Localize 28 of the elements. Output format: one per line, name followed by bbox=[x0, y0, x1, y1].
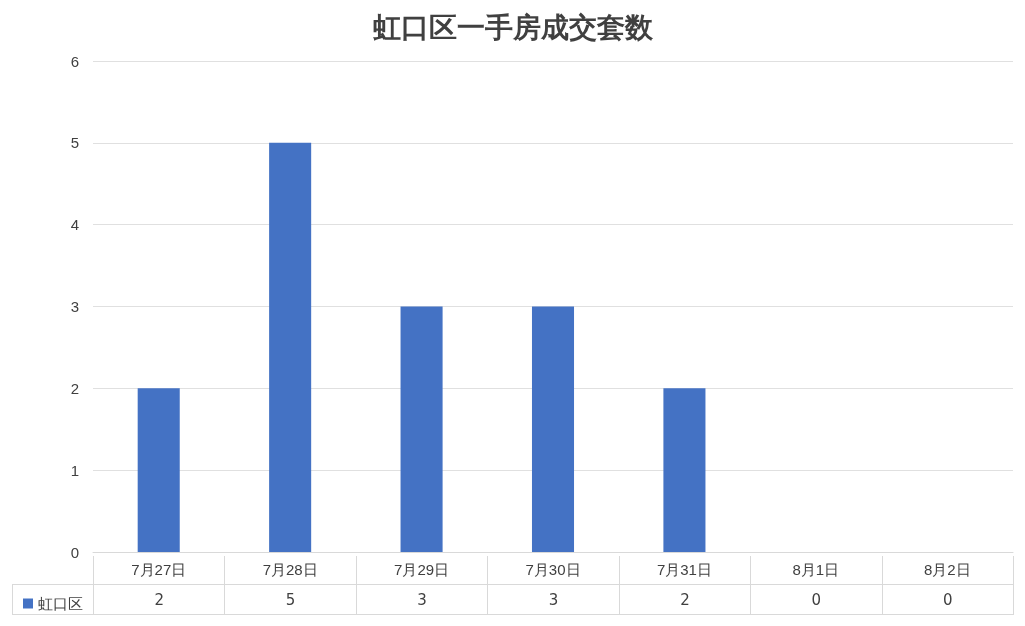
bar bbox=[663, 388, 706, 552]
y-tick-label: 0 bbox=[70, 543, 79, 561]
bar bbox=[531, 306, 575, 552]
chart-title: 虹口区一手房成交套数 bbox=[371, 10, 654, 44]
x-tick-label: 8月1日 bbox=[792, 561, 840, 578]
x-tick-label: 7月29日 bbox=[394, 561, 450, 578]
x-tick-label: 8月2日 bbox=[923, 561, 971, 578]
data-label: 3 bbox=[487, 584, 620, 615]
y-tick-label: 3 bbox=[70, 298, 79, 315]
x-tick-label: 7月28日 bbox=[262, 561, 318, 578]
y-tick-label: 6 bbox=[70, 52, 79, 70]
y-tick-label: 1 bbox=[70, 461, 79, 479]
x-tick-label: 7月31日 bbox=[656, 561, 712, 578]
bar bbox=[137, 388, 180, 552]
x-tick-label: 7月27日 bbox=[131, 561, 187, 578]
data-label: 5 bbox=[224, 584, 357, 615]
legend-label: 虹口区 bbox=[38, 595, 83, 612]
data-label: 3 bbox=[355, 584, 489, 615]
data-label: 2 bbox=[618, 584, 752, 615]
data-label: 0 bbox=[750, 584, 883, 615]
x-tick-label: 7月30日 bbox=[525, 561, 581, 578]
y-tick-label: 4 bbox=[70, 216, 79, 234]
y-tick-label: 2 bbox=[70, 379, 79, 397]
y-tick-label: 5 bbox=[70, 134, 79, 152]
bar bbox=[400, 306, 443, 552]
data-label: 0 bbox=[881, 584, 1014, 615]
data-label: 2 bbox=[93, 584, 226, 615]
bar bbox=[269, 142, 312, 552]
